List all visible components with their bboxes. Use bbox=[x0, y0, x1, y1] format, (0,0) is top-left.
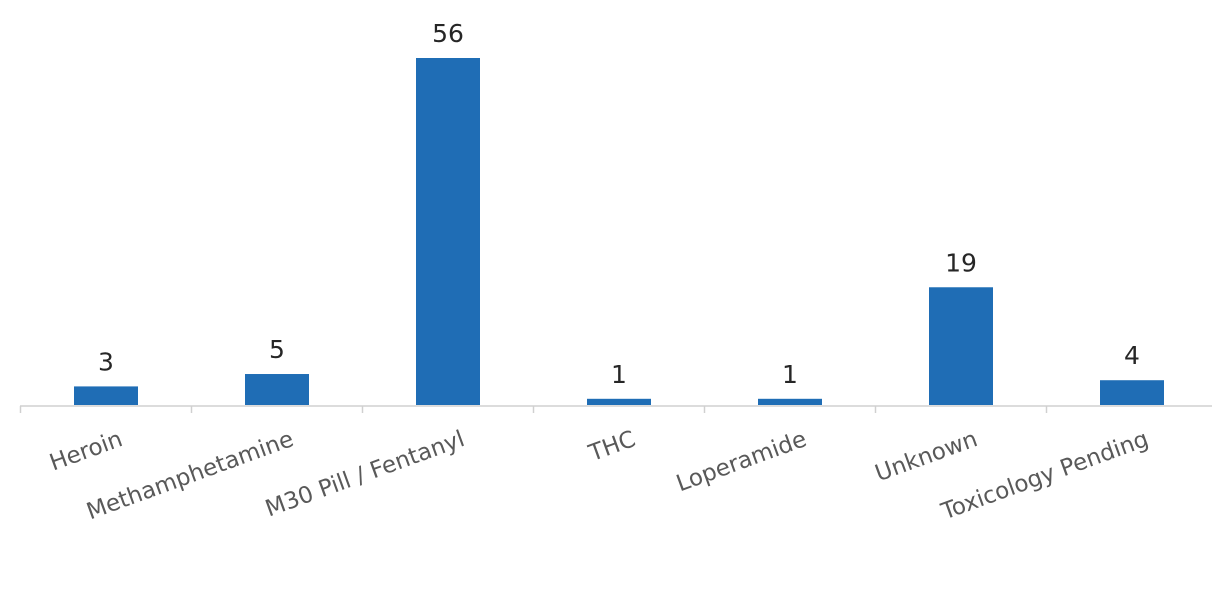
bars bbox=[74, 58, 1164, 405]
bar-methamphetamine bbox=[245, 374, 309, 405]
data-label: 3 bbox=[98, 347, 114, 376]
data-label: 4 bbox=[1124, 341, 1140, 370]
x-tick-label: Heroin bbox=[46, 426, 126, 476]
bar-thc bbox=[587, 398, 651, 405]
x-axis bbox=[19, 405, 1212, 413]
x-tick-label: Unknown bbox=[872, 426, 981, 487]
x-tick-label: Loperamide bbox=[673, 426, 810, 497]
data-labels: 3 5 56 1 1 19 4 bbox=[98, 19, 1140, 389]
data-label: 19 bbox=[945, 248, 977, 277]
data-label: 5 bbox=[269, 335, 285, 364]
bar-toxicology-pending bbox=[1100, 380, 1164, 405]
data-label: 1 bbox=[782, 360, 798, 389]
data-label: 1 bbox=[611, 360, 627, 389]
bar-heroin bbox=[74, 386, 138, 405]
data-label: 56 bbox=[432, 19, 464, 48]
bar-m30-pill-fentanyl bbox=[416, 58, 480, 405]
x-tick-label: THC bbox=[585, 426, 639, 467]
bar-unknown bbox=[929, 287, 993, 405]
bar-loperamide bbox=[758, 398, 822, 405]
